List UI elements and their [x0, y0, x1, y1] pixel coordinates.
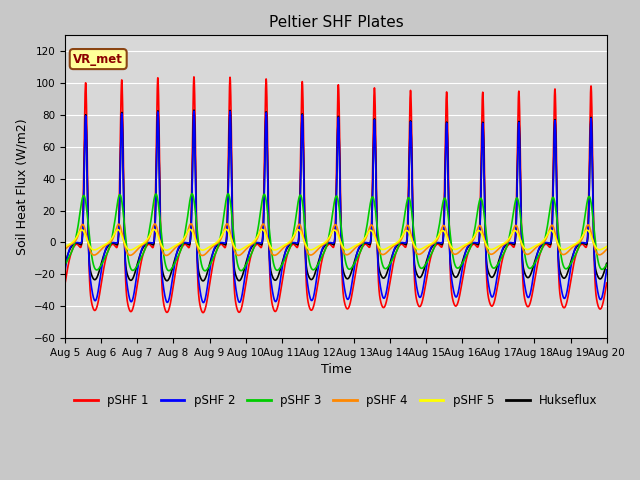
Line: Hukseflux: Hukseflux	[65, 110, 607, 281]
Hukseflux	[488, 275, 496, 280]
pSHF 1	[159, 290, 166, 296]
Hukseflux	[458, 263, 465, 268]
pSHF 5	[603, 244, 611, 250]
pSHF 5	[186, 227, 194, 232]
pSHF 1	[458, 284, 465, 289]
pSHF 4	[603, 247, 611, 252]
pSHF 1	[190, 74, 198, 80]
pSHF 3	[61, 262, 69, 267]
pSHF 1	[199, 310, 207, 315]
Title: Peltier SHF Plates: Peltier SHF Plates	[269, 15, 403, 30]
Legend: pSHF 1, pSHF 2, pSHF 3, pSHF 4, pSHF 5, Hukseflux: pSHF 1, pSHF 2, pSHF 3, pSHF 4, pSHF 5, …	[70, 389, 602, 412]
Text: VR_met: VR_met	[73, 53, 123, 66]
pSHF 3	[316, 258, 324, 264]
pSHF 4	[458, 247, 465, 253]
pSHF 3	[488, 264, 496, 270]
pSHF 5	[61, 244, 69, 250]
Hukseflux	[159, 268, 166, 274]
pSHF 4	[428, 242, 435, 248]
pSHF 1	[603, 280, 611, 286]
pSHF 3	[602, 263, 610, 268]
pSHF 2	[159, 276, 166, 282]
X-axis label: Time: Time	[321, 363, 351, 376]
pSHF 3	[458, 262, 465, 268]
pSHF 4	[198, 252, 206, 258]
pSHF 5	[488, 246, 496, 252]
pSHF 5	[316, 242, 324, 248]
Hukseflux	[199, 278, 207, 284]
Hukseflux	[190, 107, 198, 113]
Line: pSHF 4: pSHF 4	[65, 224, 607, 255]
pSHF 4	[316, 245, 324, 251]
pSHF 2	[61, 267, 69, 273]
pSHF 4	[187, 221, 195, 227]
pSHF 5	[198, 247, 206, 253]
pSHF 1	[316, 269, 324, 275]
pSHF 2	[200, 300, 207, 305]
pSHF 4	[159, 248, 166, 254]
Line: pSHF 2: pSHF 2	[65, 111, 607, 302]
Hukseflux	[602, 262, 610, 268]
pSHF 5	[602, 244, 610, 250]
pSHF 2	[603, 267, 611, 273]
Line: pSHF 3: pSHF 3	[65, 194, 607, 271]
pSHF 5	[159, 244, 166, 250]
Hukseflux	[316, 254, 324, 260]
Line: pSHF 5: pSHF 5	[65, 229, 607, 250]
pSHF 4	[488, 251, 496, 257]
Y-axis label: Soil Heat Flux (W/m2): Soil Heat Flux (W/m2)	[15, 119, 28, 255]
pSHF 5	[458, 244, 465, 250]
pSHF 2	[190, 108, 198, 114]
Hukseflux	[428, 245, 435, 251]
pSHF 2	[602, 270, 610, 276]
pSHF 1	[428, 252, 435, 258]
pSHF 2	[316, 256, 324, 262]
pSHF 1	[602, 283, 610, 289]
Line: pSHF 1: pSHF 1	[65, 77, 607, 312]
pSHF 2	[488, 294, 496, 300]
pSHF 4	[61, 247, 69, 252]
pSHF 3	[201, 268, 209, 274]
Hukseflux	[603, 261, 611, 266]
Hukseflux	[61, 261, 69, 266]
pSHF 2	[458, 272, 465, 277]
pSHF 3	[428, 251, 435, 257]
pSHF 3	[188, 191, 196, 197]
pSHF 3	[603, 262, 611, 267]
pSHF 2	[428, 244, 435, 250]
pSHF 1	[61, 280, 69, 286]
pSHF 4	[602, 247, 610, 253]
pSHF 3	[159, 241, 166, 247]
pSHF 1	[488, 303, 496, 309]
pSHF 5	[428, 241, 435, 247]
